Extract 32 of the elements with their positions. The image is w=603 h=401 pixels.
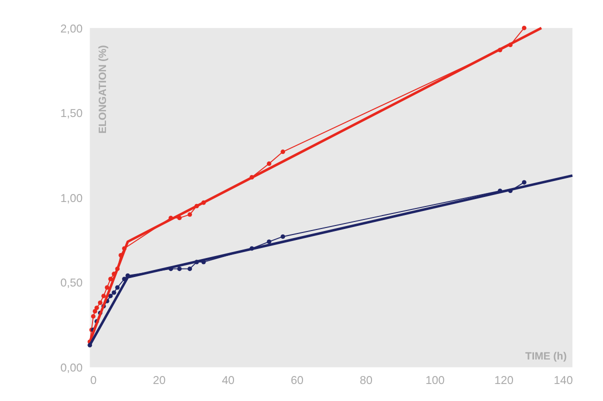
- x-tick-label: 60: [290, 374, 304, 387]
- x-tick-label: 40: [222, 374, 235, 387]
- x-axis-title: TIME (h): [525, 350, 567, 363]
- y-tick-label: 1,50: [60, 108, 83, 120]
- x-tick-label: 80: [360, 374, 372, 387]
- y-tick-label: 0,50: [60, 278, 83, 290]
- point: [115, 285, 120, 290]
- point: [91, 314, 96, 319]
- x-tick-label: 20: [152, 374, 166, 387]
- x-tick-label: 120: [494, 374, 514, 387]
- point: [280, 150, 286, 154]
- point: [522, 180, 526, 185]
- x-tick-label: 100: [425, 374, 445, 387]
- point: [94, 306, 99, 310]
- point: [266, 239, 272, 244]
- y-axis-title: ELONGATION (%): [97, 45, 110, 134]
- y-tick-label: 1,00: [60, 192, 83, 205]
- point: [522, 26, 526, 30]
- point: [101, 294, 106, 298]
- point: [177, 266, 182, 272]
- y-tick-label: 2,00: [60, 23, 83, 36]
- y-tick-label: 0,00: [60, 362, 83, 375]
- point: [188, 266, 192, 272]
- point: [266, 161, 272, 166]
- point: [112, 290, 116, 295]
- point: [98, 300, 102, 305]
- x-tick-label: 0: [90, 374, 97, 387]
- point: [108, 294, 113, 298]
- point: [104, 285, 110, 290]
- point: [188, 212, 192, 217]
- point: [280, 234, 286, 239]
- x-tick-label: 140: [554, 374, 573, 387]
